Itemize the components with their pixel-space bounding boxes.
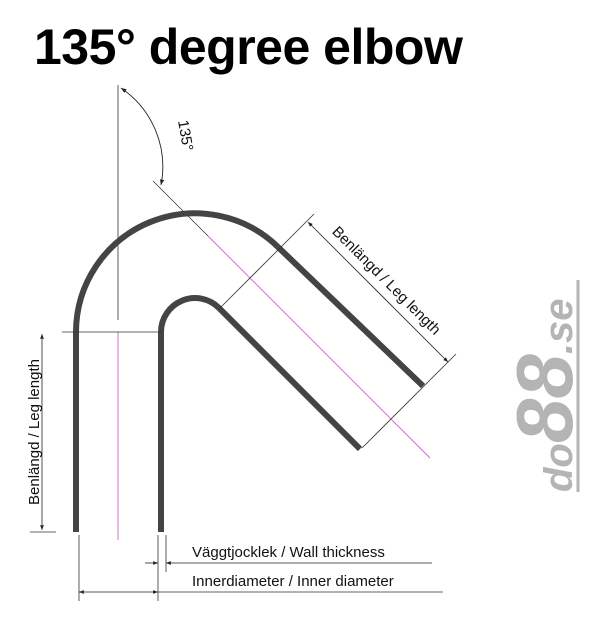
- diagonal-centerline: [207, 235, 431, 459]
- pipe-inner-wall: [158, 295, 363, 532]
- svg-text:do88.se: do88.se: [500, 299, 589, 492]
- pipe-outer-wall: [73, 210, 426, 532]
- do88-logo: do88.se: [500, 280, 589, 492]
- leg-length-dimension-right: [307, 221, 449, 363]
- angle-label: 135°: [174, 119, 196, 153]
- end-section-line: [361, 353, 457, 449]
- wall-thickness-label: Väggtjocklek / Wall thickness: [192, 544, 385, 561]
- leg-length-label-left: Benlängd / Leg length: [26, 359, 43, 505]
- inner-diameter-label: Innerdiameter / Inner diameter: [192, 573, 394, 590]
- angle-arc: [120, 87, 165, 186]
- diagonal-axis-line: [152, 180, 209, 237]
- page-title: 135° degree elbow: [34, 19, 463, 75]
- leg-length-label-right: Benlängd / Leg length: [329, 223, 444, 338]
- bend-section-line: [219, 213, 315, 309]
